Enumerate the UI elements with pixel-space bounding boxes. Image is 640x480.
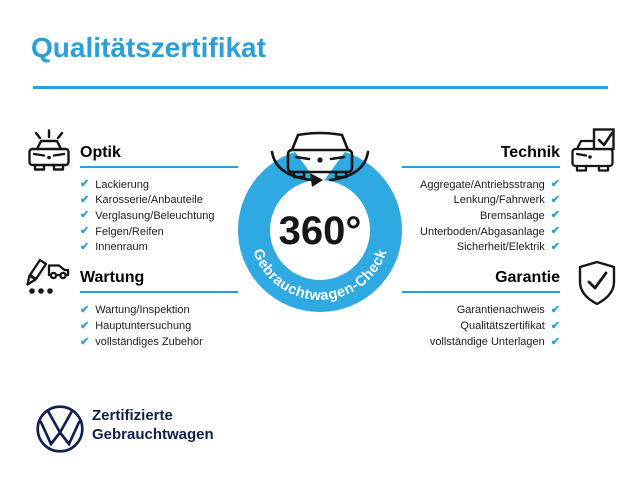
footer-claim-line2: Gebrauchtwagen xyxy=(92,425,214,443)
checklist-item: Unterboden/Abgasanlage ✔ xyxy=(360,224,560,240)
title-rule xyxy=(33,86,608,89)
checklist-item: ✔ Hauptuntersuchung xyxy=(80,318,300,334)
check-icon: ✔ xyxy=(80,209,90,222)
checklist-item: ✔ Innenraum xyxy=(80,239,300,255)
footer-claim: Zertifizierte Gebrauchtwagen xyxy=(92,407,214,444)
item-label: Bremsanlage xyxy=(479,209,545,222)
check-icon: ✔ xyxy=(80,319,90,332)
item-label: vollständige Unterlagen xyxy=(429,336,545,348)
item-label: Verglasung/Beleuchtung xyxy=(95,209,215,222)
checklist-item: Aggregate/Antriebsstrang ✔ xyxy=(360,177,560,193)
item-label: Hauptuntersuchung xyxy=(95,320,192,332)
check-icon: ✔ xyxy=(550,193,560,206)
checklist-item: Lenkung/Fahrwerk ✔ xyxy=(360,193,560,209)
section-title-garantie: Garantie xyxy=(402,269,560,293)
optik-checklist: ✔ Lackierung ✔ Karosserie/Anbauteile ✔ Verg… xyxy=(80,177,300,255)
item-label: Unterboden/Abgasanlage xyxy=(420,225,545,238)
item-label: Qualitätszertifikat xyxy=(460,320,545,332)
checklist-item: vollständige Unterlagen ✔ xyxy=(360,334,560,350)
item-label: Sicherheit/Elektrik xyxy=(456,241,545,254)
check-icon: ✔ xyxy=(80,225,90,238)
check-icon: ✔ xyxy=(80,178,90,191)
item-label: Karosserie/Anbauteile xyxy=(95,194,203,207)
checklist-car-icon xyxy=(26,258,70,294)
checklist-item: Qualitätszertifikat ✔ xyxy=(360,318,560,334)
item-label: Wartung/Inspektion xyxy=(95,304,190,316)
check-icon: ✔ xyxy=(550,178,560,191)
section-title-wartung: Wartung xyxy=(80,269,238,293)
item-label: Lackierung xyxy=(95,178,150,191)
check-icon: ✔ xyxy=(550,303,560,316)
checklist-item: Bremsanlage ✔ xyxy=(360,208,560,224)
checklist-item: ✔ Verglasung/Beleuchtung xyxy=(80,208,300,224)
vw-logo xyxy=(36,405,84,453)
item-label: Garantienachweis xyxy=(456,304,545,316)
checklist-item: ✔ Karosserie/Anbauteile xyxy=(80,193,300,209)
check-icon: ✔ xyxy=(80,240,90,253)
check-icon: ✔ xyxy=(80,335,90,348)
check-icon: ✔ xyxy=(550,225,560,238)
checklist-item: ✔ Wartung/Inspektion xyxy=(80,302,300,318)
checklist-item: ✔ Lackierung xyxy=(80,177,300,193)
check-icon: ✔ xyxy=(550,209,560,222)
item-label: Aggregate/Antriebsstrang xyxy=(420,178,545,191)
sparkling-car-icon xyxy=(28,129,70,171)
check-icon: ✔ xyxy=(80,303,90,316)
check-icon: ✔ xyxy=(80,193,90,206)
checklist-item: Sicherheit/Elektrik ✔ xyxy=(360,239,560,255)
check-icon: ✔ xyxy=(550,319,560,332)
section-title-technik: Technik xyxy=(402,144,560,168)
360-check-badge: Gebrauchtwagen-Check 360° xyxy=(238,131,402,312)
item-label: Lenkung/Fahrwerk xyxy=(453,194,545,207)
wartung-checklist: ✔ Wartung/Inspektion ✔ Hauptuntersuchung ✔… xyxy=(80,302,300,350)
checklist-item: ✔ vollständiges Zubehör xyxy=(80,334,300,350)
car-checkbox-icon xyxy=(571,128,615,172)
technik-checklist: Aggregate/Antriebsstrang ✔ Lenkung/Fahrwe… xyxy=(360,177,560,255)
rotating-car-icon xyxy=(270,131,370,187)
check-icon: ✔ xyxy=(550,335,560,348)
section-title-optik: Optik xyxy=(80,144,238,168)
page-title: Qualitätszertifikat xyxy=(31,32,266,63)
item-label: Innenraum xyxy=(95,241,148,254)
garantie-checklist: Garantienachweis ✔ Qualitätszertifikat ✔ v… xyxy=(360,302,560,350)
item-label: vollständiges Zubehör xyxy=(95,336,203,348)
checklist-item: Garantienachweis ✔ xyxy=(360,302,560,318)
shield-check-icon xyxy=(578,260,616,306)
degree-label: 360° xyxy=(279,209,362,253)
footer-claim-line1: Zertifizierte xyxy=(92,407,173,424)
item-label: Felgen/Reifen xyxy=(95,225,164,238)
checklist-item: ✔ Felgen/Reifen xyxy=(80,224,300,240)
check-icon: ✔ xyxy=(550,240,560,253)
